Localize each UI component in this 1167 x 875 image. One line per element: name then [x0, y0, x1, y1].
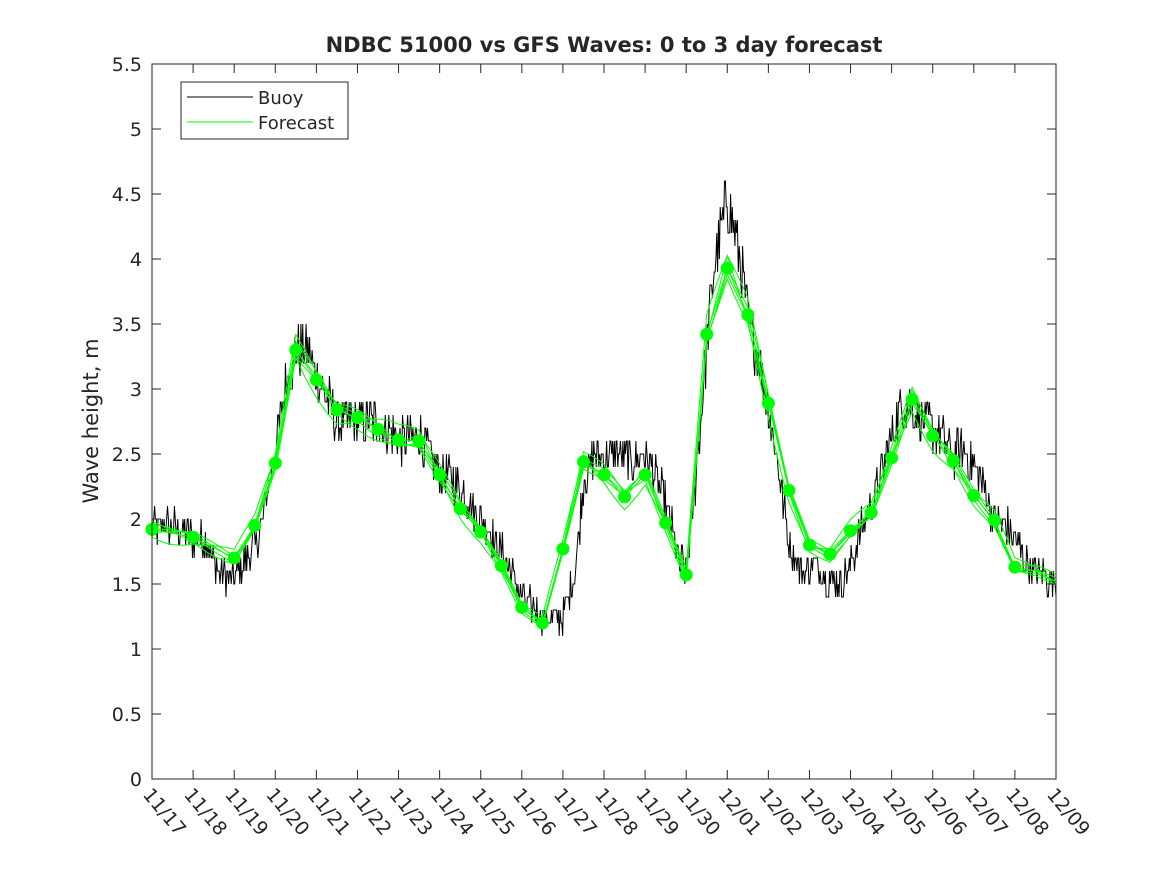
forecast-marker [330, 403, 344, 417]
forecast-marker [474, 525, 488, 539]
forecast-marker [987, 513, 1001, 527]
forecast-marker [289, 343, 303, 357]
y-tick-label: 1 [130, 639, 142, 661]
forecast-marker [556, 542, 570, 556]
forecast-marker [782, 483, 796, 497]
forecast-marker [577, 455, 590, 469]
forecast-marker [433, 468, 447, 482]
legend: Buoy Forecast [180, 81, 349, 140]
forecast-marker [659, 516, 673, 530]
y-tick-label: 5.5 [112, 54, 142, 76]
forecast-marker [268, 456, 282, 470]
chart-title: NDBC 51000 vs GFS Waves: 0 to 3 day fore… [326, 33, 883, 57]
forecast-marker [926, 429, 940, 443]
forecast-marker [905, 392, 919, 406]
legend-box [180, 81, 349, 140]
forecast-marker [515, 600, 529, 614]
forecast-line [151, 254, 1057, 628]
forecast-marker [186, 530, 200, 544]
y-tick-label: 0 [130, 769, 142, 791]
forecast-marker [844, 524, 857, 538]
forecast-marker [392, 433, 405, 447]
forecast-marker [885, 451, 899, 465]
forecast-marker [618, 490, 631, 504]
legend-forecast-label: Forecast [258, 113, 334, 134]
forecast-marker [761, 396, 775, 410]
y-tick-label: 3.5 [112, 314, 142, 336]
y-tick-label: 4.5 [112, 184, 142, 206]
y-tick-label: 1.5 [112, 574, 142, 596]
forecast-marker [967, 489, 981, 503]
forecast-marker [248, 519, 262, 532]
forecast-marker [371, 422, 385, 436]
y-tick-label: 5 [130, 119, 142, 141]
forecast-marker [638, 468, 652, 482]
y-axis-ticks: 0 0.5 1 1.5 2 2.5 3 3.5 4 4.5 5 5.5 [112, 54, 1056, 791]
forecast-marker [803, 538, 816, 552]
forecast-marker [679, 568, 693, 582]
forecast-marker [864, 506, 878, 519]
y-tick-label: 0.5 [112, 704, 142, 726]
forecast-marker [1008, 560, 1022, 574]
y-tick-label: 2 [130, 509, 142, 531]
forecast-marker [700, 327, 714, 341]
legend-buoy-label: Buoy [258, 88, 304, 109]
forecast-marker [720, 261, 734, 275]
forecast-marker [946, 454, 960, 467]
y-tick-label: 2.5 [112, 444, 142, 466]
forecast-marker [535, 616, 549, 630]
plot-area [152, 64, 1056, 779]
forecast-markers [145, 261, 1022, 630]
forecast-marker [741, 308, 755, 322]
forecast-marker [453, 502, 467, 516]
y-tick-label: 3 [130, 379, 142, 401]
forecast-marker [309, 373, 323, 387]
forecast-line [151, 254, 1057, 618]
forecast-marker [494, 559, 508, 573]
forecast-marker [412, 434, 426, 448]
forecast-marker [823, 547, 837, 561]
y-axis-label: Wave height, m [79, 338, 103, 503]
forecast-marker [597, 468, 611, 482]
forecast-marker [351, 411, 364, 425]
y-tick-label: 4 [130, 249, 142, 271]
forecast-marker [227, 551, 241, 565]
